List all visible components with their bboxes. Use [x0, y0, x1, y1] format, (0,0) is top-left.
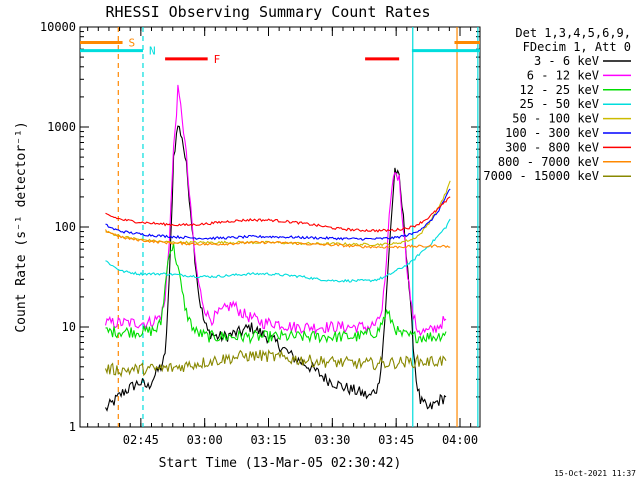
- series-line-2: [105, 243, 447, 345]
- flag-label-n: N: [149, 45, 156, 58]
- plot-frame: [79, 26, 481, 428]
- x-axis: 02:45 03:00 03:15 03:30 03:45 04:00: [87, 27, 478, 447]
- x-tick-label: 03:15: [250, 433, 286, 447]
- y-tick-label: 1: [69, 420, 76, 434]
- y-axis-label-group: Count Rate (s⁻¹ detector⁻¹): [14, 121, 29, 332]
- y-axis-label: Count Rate (s⁻¹ detector⁻¹): [14, 121, 29, 332]
- flag-label-f: F: [214, 53, 221, 66]
- x-tick-label: 02:45: [123, 433, 159, 447]
- series-line-7: [105, 229, 451, 249]
- x-axis-label: Start Time (13-Mar-05 02:30:42): [159, 456, 402, 471]
- x-tick-label: 03:45: [378, 433, 414, 447]
- series-line-3: [105, 218, 451, 283]
- y-tick-label: 100: [54, 220, 76, 234]
- series-line-6: [105, 196, 451, 233]
- y-tick-label: 10000: [40, 20, 76, 34]
- legend-entry-label: 50 - 100 keV: [512, 112, 599, 126]
- y-tick-label: 1000: [47, 120, 76, 134]
- chart-title: RHESSI Observing Summary Count Rates: [105, 3, 430, 21]
- flag-label-s: S: [129, 36, 136, 49]
- legend-entry-label: 12 - 25 keV: [520, 83, 599, 97]
- series-lines: [104, 84, 451, 412]
- vertical-markers: [117, 27, 479, 427]
- legend-header-line2: FDecim 1, Att 0: [523, 40, 631, 54]
- series-line-5: [105, 188, 451, 241]
- legend: Det 1,3,4,5,6,9, FDecim 1, Att 0 3 - 6 k…: [483, 26, 631, 183]
- x-tick-label: 03:30: [314, 433, 350, 447]
- legend-entry-label: 7000 - 15000 keV: [483, 169, 599, 183]
- x-tick-label: 04:00: [442, 433, 478, 447]
- legend-entry-label: 3 - 6 keV: [534, 54, 599, 68]
- series-line-8: [104, 348, 447, 378]
- legend-entry-label: 100 - 300 keV: [505, 126, 599, 140]
- legend-entry-label: 25 - 50 keV: [520, 97, 599, 111]
- legend-entry-label: 6 - 12 keV: [527, 68, 599, 82]
- y-tick-label: 10: [62, 320, 76, 334]
- legend-header-line1: Det 1,3,4,5,6,9,: [515, 26, 631, 40]
- legend-entry-label: 800 - 7000 keV: [498, 155, 599, 169]
- series-line-0: [105, 125, 447, 412]
- series-line-1: [104, 84, 447, 337]
- legend-entry-label: 300 - 800 keV: [505, 140, 599, 154]
- x-tick-label: 03:00: [187, 433, 223, 447]
- y-axis: 1 10 100 1000 10000: [40, 20, 480, 434]
- flag-bars: SN F: [80, 36, 480, 66]
- footer-timestamp: 15-Oct-2021 11:37: [554, 469, 636, 478]
